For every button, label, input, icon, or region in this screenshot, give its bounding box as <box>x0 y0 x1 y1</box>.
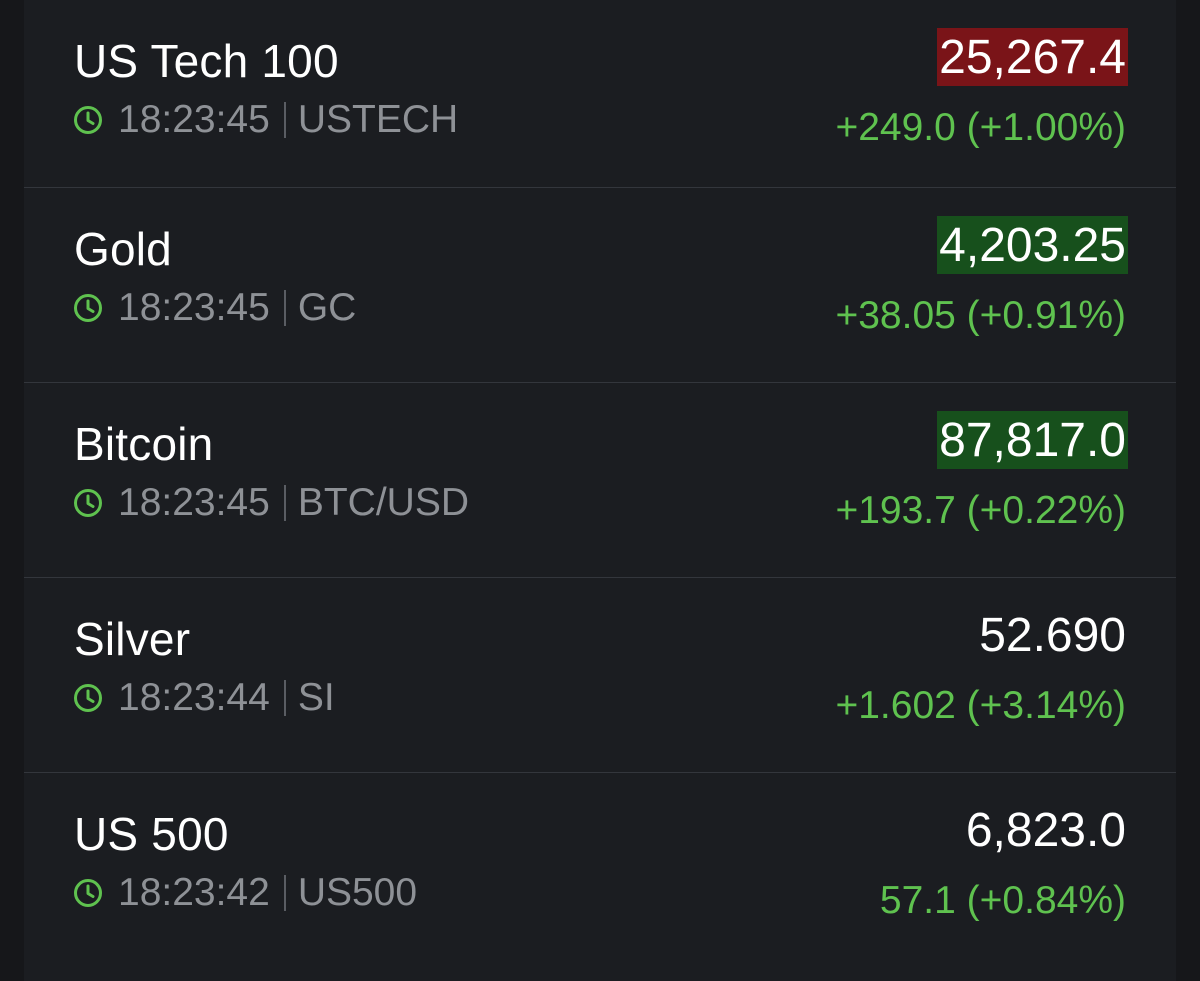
quote-meta: 18:23:45 BTC/USD <box>72 481 469 525</box>
quote-list: US Tech 100 18:23:45 USTECH 25,267.4 +24… <box>24 0 1176 981</box>
last-price: 25,267.4 <box>937 28 1128 86</box>
quote-row-silver[interactable]: Silver 18:23:44 SI 52.690 +1.602 (+3.14%… <box>24 578 1176 773</box>
price-change: +1.602 (+3.14%) <box>835 684 1126 727</box>
quote-row-gold[interactable]: Gold 18:23:45 GC 4,203.25 +38.05 (+0.91%… <box>24 188 1176 383</box>
instrument-name: US 500 <box>74 808 229 860</box>
meta-divider <box>283 102 286 138</box>
quote-meta: 18:23:44 SI <box>72 676 335 720</box>
instrument-name: Gold <box>74 223 172 275</box>
instrument-name: Silver <box>74 613 191 665</box>
clock-icon <box>74 294 102 322</box>
meta-divider <box>283 290 286 326</box>
quote-meta: 18:23:45 USTECH <box>72 98 458 142</box>
instrument-symbol: SI <box>297 676 335 719</box>
meta-divider <box>283 485 286 521</box>
quote-time: 18:23:45 <box>118 481 270 524</box>
clock-icon <box>74 684 102 712</box>
last-price: 87,817.0 <box>937 411 1128 469</box>
right-edge <box>1176 0 1200 981</box>
instrument-name: Bitcoin <box>74 418 214 470</box>
clock-icon <box>74 489 102 517</box>
last-price: 52.690 <box>979 609 1126 662</box>
price-change: 57.1 (+0.84%) <box>879 879 1126 922</box>
clock-icon <box>74 106 102 134</box>
price-change: +249.0 (+1.00%) <box>835 106 1126 149</box>
quote-time: 18:23:45 <box>118 286 270 329</box>
quote-time: 18:23:42 <box>118 871 270 914</box>
meta-divider <box>283 680 286 716</box>
quote-time: 18:23:45 <box>118 98 270 141</box>
quote-row-us-500[interactable]: US 500 18:23:42 US500 6,823.0 57.1 (+0.8… <box>24 773 1176 968</box>
instrument-name: US Tech 100 <box>74 35 339 87</box>
instrument-symbol: BTC/USD <box>297 481 469 524</box>
clock-icon <box>74 879 102 907</box>
instrument-symbol: US500 <box>297 871 418 914</box>
meta-divider <box>283 875 286 911</box>
quote-row-us-tech-100[interactable]: US Tech 100 18:23:45 USTECH 25,267.4 +24… <box>24 0 1176 188</box>
price-change: +38.05 (+0.91%) <box>835 294 1126 337</box>
instrument-symbol: GC <box>297 286 357 329</box>
left-edge <box>0 0 24 981</box>
quote-meta: 18:23:42 US500 <box>72 871 417 915</box>
last-price: 4,203.25 <box>937 216 1128 274</box>
quote-row-bitcoin[interactable]: Bitcoin 18:23:45 BTC/USD 87,817.0 +193.7… <box>24 383 1176 578</box>
price-change: +193.7 (+0.22%) <box>835 489 1126 532</box>
quote-meta: 18:23:45 GC <box>72 286 356 330</box>
instrument-symbol: USTECH <box>297 98 459 141</box>
quote-time: 18:23:44 <box>118 676 270 719</box>
last-price: 6,823.0 <box>965 804 1126 857</box>
